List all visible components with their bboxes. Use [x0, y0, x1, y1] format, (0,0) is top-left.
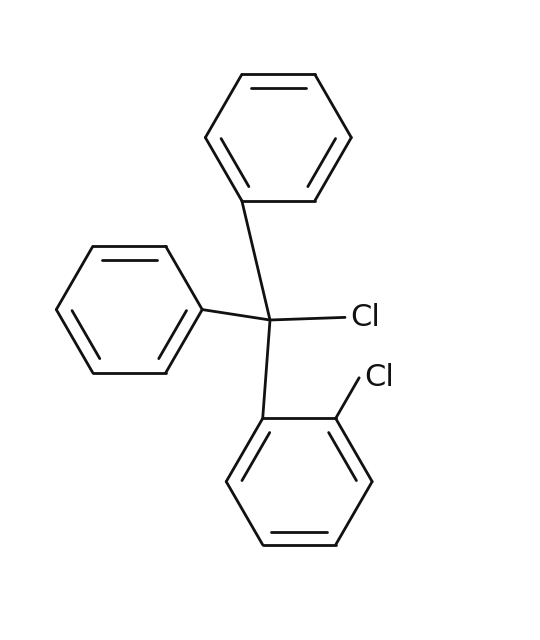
Text: Cl: Cl	[350, 303, 380, 332]
Text: Cl: Cl	[364, 364, 394, 392]
